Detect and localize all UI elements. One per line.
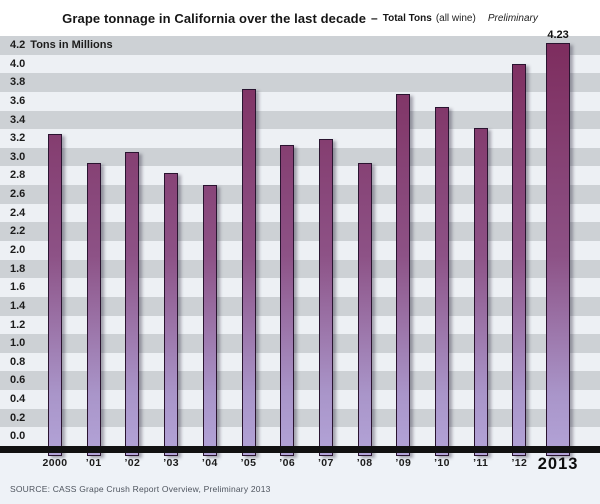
gridline-band — [0, 390, 600, 410]
bar-2000 — [48, 133, 62, 456]
chart-plot-area: 4.2 Tons in Millions 4.0 3.8 3.6 3.4 3.2 3.0 2.8… — [0, 36, 600, 456]
y-tick-label: 1.4 — [10, 299, 26, 312]
gridline-band — [0, 241, 600, 261]
bar-2013 — [546, 42, 571, 456]
y-tick-label: 3.8 — [10, 76, 26, 89]
y-tick-label: 3.6 — [10, 94, 26, 107]
y-tick-label: 3.2 — [10, 132, 26, 145]
bar-11 — [473, 128, 488, 456]
bar-08 — [357, 162, 372, 456]
gridline-band — [0, 296, 600, 317]
gridline-band — [0, 54, 600, 74]
y-tick-label: 2.4 — [10, 206, 26, 219]
x-tick-label: ’03 — [163, 457, 179, 469]
gridline-band — [0, 185, 600, 205]
x-tick-label: ’05 — [240, 457, 257, 469]
gridline-band — [0, 427, 600, 447]
x-tick-label: 2013 — [537, 455, 579, 473]
gridline-band — [0, 259, 600, 279]
gridline-band — [0, 371, 600, 391]
chart-title-series-note: (all wine) — [435, 12, 476, 24]
bar-10 — [435, 106, 449, 456]
gridline-band — [0, 352, 600, 372]
chart-title: Grape tonnage in California over the las… — [0, 0, 600, 36]
y-tick-label: 3.4 — [10, 113, 26, 126]
bar-02 — [125, 152, 140, 456]
x-axis-baseline — [0, 446, 600, 453]
y-tick-label: 2.0 — [10, 244, 26, 256]
y-tick-label: 0.6 — [10, 374, 26, 387]
x-tick-label: ’06 — [279, 457, 296, 469]
x-tick-label: ’10 — [434, 457, 450, 469]
y-tick-label: 2.2 — [10, 225, 26, 238]
bar-04 — [202, 185, 217, 456]
bar-12 — [512, 63, 527, 456]
x-tick-label: ’07 — [317, 457, 334, 469]
y-tick-label: 4.0 — [10, 57, 26, 70]
y-tick-label: 0.0 — [10, 430, 26, 443]
gridline-band — [0, 91, 600, 112]
y-tick-label: 3.0 — [10, 150, 26, 163]
gridline-band — [0, 203, 600, 223]
x-tick-label: ’08 — [356, 457, 373, 469]
gridline-band — [0, 408, 600, 428]
y-tick-label: 1.8 — [10, 262, 26, 275]
chart-title-status: Preliminary — [487, 12, 538, 24]
gridline-band — [0, 73, 600, 93]
gridline-band — [0, 278, 600, 298]
y-tick-label: 1.2 — [10, 318, 26, 331]
bar-07 — [318, 139, 333, 456]
gridline-band — [0, 166, 600, 186]
chart-title-main: Grape tonnage in California over the las… — [62, 10, 367, 26]
y-tick-label: 1.6 — [10, 281, 26, 294]
y-tick-label: 0.4 — [10, 393, 26, 406]
bar-05 — [241, 89, 256, 456]
y-tick-label: 1.0 — [10, 337, 26, 350]
y-tick-label: 0.2 — [10, 411, 26, 424]
x-tick-label: ’11 — [473, 457, 489, 469]
bar-value-annotation: 4.23 — [547, 28, 569, 41]
source-text: SOURCE: CASS Grape Crush Report Overview… — [10, 484, 271, 494]
y-tick-label: 2.8 — [10, 169, 26, 182]
x-tick-label: ’02 — [124, 457, 141, 469]
y-axis-unit-label: Tons in Millions — [30, 39, 113, 51]
gridline-band — [0, 334, 600, 354]
y-tick-label: 0.8 — [10, 355, 26, 368]
x-tick-label: ’12 — [511, 457, 528, 469]
gridline-band — [0, 36, 600, 56]
gridline-band — [0, 222, 600, 242]
bar-09 — [396, 93, 411, 456]
bar-03 — [164, 172, 179, 456]
gridline-band — [0, 110, 600, 130]
bar-01 — [86, 162, 101, 456]
x-tick-label: ’01 — [85, 457, 102, 469]
chart-title-series: Total Tons — [382, 12, 432, 24]
gridline-band — [0, 129, 600, 149]
gridline-band — [0, 147, 600, 167]
x-tick-label: ’09 — [395, 457, 412, 469]
gridline-band — [0, 315, 600, 335]
y-tick-label: 2.6 — [10, 188, 26, 201]
chart-footer: SOURCE: CASS Grape Crush Report Overview… — [0, 453, 600, 504]
x-tick-label: ’04 — [201, 457, 218, 469]
x-tick-label: 2000 — [42, 457, 68, 469]
bar-06 — [280, 145, 295, 456]
y-tick-label: 4.2 Tons in Millions — [10, 39, 113, 51]
chart-title-separator: – — [371, 11, 378, 25]
